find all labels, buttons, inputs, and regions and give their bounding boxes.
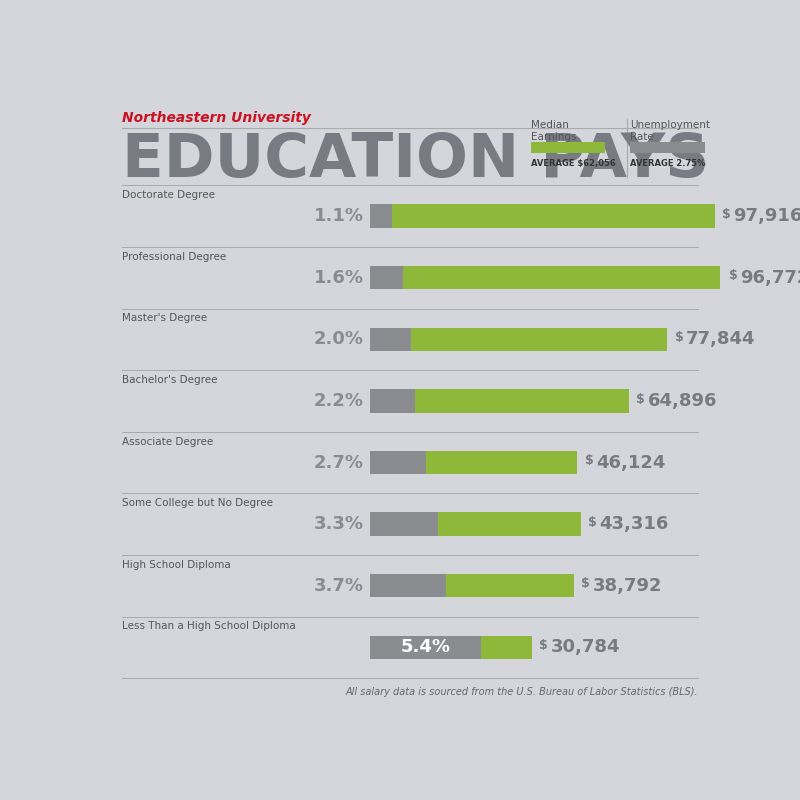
Text: $: $: [588, 516, 597, 529]
Bar: [370, 636, 482, 659]
Text: $: $: [722, 208, 731, 221]
Text: $: $: [585, 454, 594, 467]
Text: AVERAGE 2.75%: AVERAGE 2.75%: [630, 159, 706, 168]
Text: Unemployment
Rate: Unemployment Rate: [630, 120, 710, 142]
Text: 64,896: 64,896: [647, 392, 717, 410]
Text: $: $: [674, 331, 683, 344]
Bar: [426, 451, 578, 474]
Text: Doctorate Degree: Doctorate Degree: [122, 190, 214, 200]
Text: 43,316: 43,316: [599, 515, 669, 533]
Text: 3.3%: 3.3%: [314, 515, 363, 533]
Text: Master's Degree: Master's Degree: [122, 314, 207, 323]
Bar: [370, 390, 415, 413]
Text: 38,792: 38,792: [593, 577, 662, 594]
Text: $: $: [729, 270, 738, 282]
Bar: [370, 266, 402, 290]
Text: Professional Degree: Professional Degree: [122, 252, 226, 262]
Bar: [370, 328, 411, 351]
Bar: [370, 574, 446, 598]
Text: Some College but No Degree: Some College but No Degree: [122, 498, 273, 508]
Bar: [482, 636, 532, 659]
Bar: [370, 205, 393, 228]
Text: 77,844: 77,844: [686, 330, 755, 348]
Text: 5.4%: 5.4%: [401, 638, 450, 656]
Bar: [446, 574, 574, 598]
Bar: [402, 266, 722, 290]
Text: $: $: [582, 578, 590, 590]
Text: 2.0%: 2.0%: [314, 330, 363, 348]
Text: EDUCATION PAYS: EDUCATION PAYS: [122, 131, 709, 190]
Text: 3.7%: 3.7%: [314, 577, 363, 594]
Text: $: $: [636, 393, 645, 406]
Text: 2.2%: 2.2%: [314, 392, 363, 410]
Bar: [415, 390, 629, 413]
Text: 1.1%: 1.1%: [314, 207, 363, 225]
Bar: [370, 451, 426, 474]
Text: 96,772: 96,772: [740, 269, 800, 286]
Bar: [630, 142, 705, 153]
Text: High School Diploma: High School Diploma: [122, 560, 230, 570]
Bar: [531, 142, 606, 153]
Bar: [411, 328, 667, 351]
Text: 2.7%: 2.7%: [314, 454, 363, 471]
Bar: [393, 205, 715, 228]
Bar: [370, 513, 438, 536]
Text: 1.6%: 1.6%: [314, 269, 363, 286]
Text: 30,784: 30,784: [550, 638, 620, 656]
Bar: [438, 513, 581, 536]
Text: All salary data is sourced from the U.S. Bureau of Labor Statistics (BLS).: All salary data is sourced from the U.S.…: [346, 687, 698, 698]
Text: 46,124: 46,124: [596, 454, 666, 471]
Text: Less Than a High School Diploma: Less Than a High School Diploma: [122, 622, 295, 631]
Text: Median
Earnings: Median Earnings: [531, 120, 576, 142]
Text: 97,916: 97,916: [734, 207, 800, 225]
Text: Associate Degree: Associate Degree: [122, 437, 213, 446]
Text: Bachelor's Degree: Bachelor's Degree: [122, 375, 218, 385]
Text: Northeastern University: Northeastern University: [122, 111, 310, 126]
Text: AVERAGE $62,056: AVERAGE $62,056: [531, 159, 616, 168]
Text: $: $: [539, 639, 548, 652]
